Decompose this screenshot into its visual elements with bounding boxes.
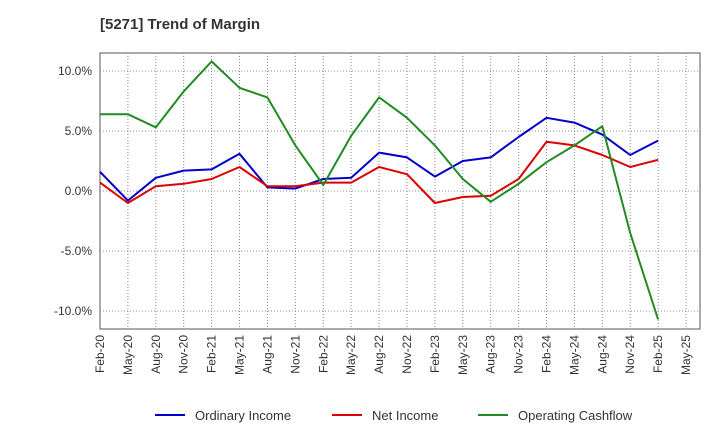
x-tick-label: Nov-21 xyxy=(288,335,302,374)
series-lines xyxy=(99,60,660,320)
x-tick-label: May-22 xyxy=(344,335,358,375)
legend-label-ordinary-income: Ordinary Income xyxy=(195,408,291,423)
x-tick-label: Feb-23 xyxy=(428,335,442,373)
x-axis-ticks: Feb-20 May-20 Aug-20 Nov-20 Feb-21 May-21 Aug-… xyxy=(93,335,693,375)
x-tick-label: Aug-23 xyxy=(484,335,498,374)
chart-title: [5271] Trend of Margin xyxy=(100,16,260,33)
series-line-operating-cashflow xyxy=(100,60,660,320)
x-tick-label: Aug-21 xyxy=(260,335,274,374)
x-tick-label: Feb-25 xyxy=(651,335,665,373)
x-tick-label: Feb-21 xyxy=(205,335,219,373)
x-tick-label: Aug-24 xyxy=(595,335,609,374)
y-tick-label: -5.0% xyxy=(61,244,93,258)
x-tick-label: May-24 xyxy=(567,335,581,375)
x-tick-label: Nov-20 xyxy=(177,335,191,374)
x-tick-label: May-21 xyxy=(233,335,247,375)
x-tick-label: May-25 xyxy=(679,335,693,375)
y-axis-ticks: 10.0% 5.0% 0.0% -5.0% -10.0% xyxy=(54,64,92,318)
x-tick-label: Feb-24 xyxy=(540,335,554,373)
grid-lines xyxy=(100,53,700,329)
x-tick-label: Nov-24 xyxy=(623,335,637,374)
y-tick-label: 10.0% xyxy=(58,64,92,78)
x-tick-label: Feb-22 xyxy=(316,335,330,373)
x-tick-label: Aug-20 xyxy=(149,335,163,374)
x-tick-label: Nov-22 xyxy=(400,335,414,374)
x-tick-label: Feb-20 xyxy=(93,335,107,373)
x-tick-label: May-20 xyxy=(121,335,135,375)
series-line-ordinary-income xyxy=(99,116,659,202)
legend-label-net-income: Net Income xyxy=(372,408,438,423)
y-tick-label: 5.0% xyxy=(65,124,93,138)
x-tick-label: Nov-23 xyxy=(512,335,526,374)
x-tick-label: Aug-22 xyxy=(372,335,386,374)
legend-label-operating-cashflow: Operating Cashflow xyxy=(518,408,633,423)
series-line-net-income xyxy=(99,140,659,204)
y-tick-label: -10.0% xyxy=(54,304,92,318)
x-tick-label: May-23 xyxy=(456,335,470,375)
legend: Ordinary Income Net Income Operating Cashf… xyxy=(155,408,633,423)
y-tick-label: 0.0% xyxy=(65,184,93,198)
